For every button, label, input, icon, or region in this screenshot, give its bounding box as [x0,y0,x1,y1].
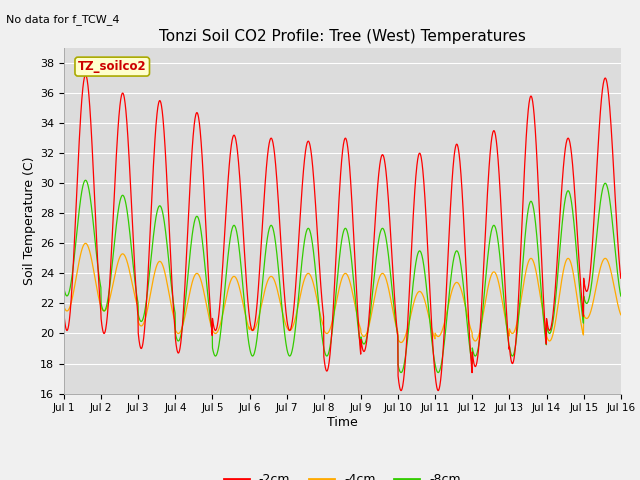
-4cm [406,315,414,321]
-2cm [212,327,220,333]
-8cm [406,310,414,316]
-8cm [508,353,516,359]
-4cm [82,240,90,246]
-2cm [60,312,68,318]
-2cm [593,166,601,171]
-4cm [60,304,68,310]
-4cm [348,287,356,293]
Line: -4cm: -4cm [64,243,621,343]
-2cm [508,360,516,366]
-8cm [82,178,90,183]
-2cm [406,272,414,277]
X-axis label: Time: Time [327,416,358,429]
Text: No data for f_TCW_4: No data for f_TCW_4 [6,14,120,25]
-8cm [617,293,625,299]
-2cm [397,388,405,394]
-8cm [212,353,220,359]
-8cm [348,261,356,267]
-4cm [593,281,601,287]
-2cm [82,72,90,78]
-8cm [60,286,68,292]
Line: -8cm: -8cm [64,180,621,372]
-4cm [164,285,172,290]
-2cm [348,200,356,206]
-8cm [593,231,601,237]
Y-axis label: Soil Temperature (C): Soil Temperature (C) [23,156,36,285]
Line: -2cm: -2cm [64,75,621,391]
-4cm [212,330,220,336]
-4cm [617,312,625,318]
Text: TZ_soilco2: TZ_soilco2 [78,60,147,73]
-2cm [617,276,625,281]
-4cm [397,340,405,346]
-4cm [508,331,516,336]
-8cm [397,370,405,375]
Legend: -2cm, -4cm, -8cm: -2cm, -4cm, -8cm [219,468,466,480]
Title: Tonzi Soil CO2 Profile: Tree (West) Temperatures: Tonzi Soil CO2 Profile: Tree (West) Temp… [159,29,526,44]
-8cm [164,250,172,255]
-2cm [164,197,172,203]
